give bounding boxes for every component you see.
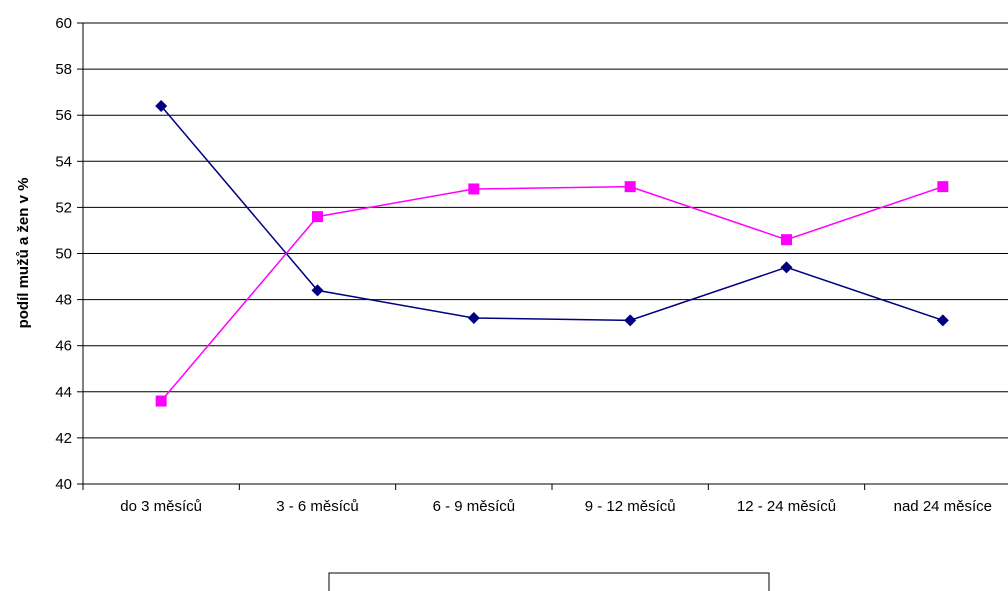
- y-tick-label: 40: [55, 476, 72, 493]
- y-tick-label: 46: [55, 338, 72, 355]
- data-point-diamond: [936, 314, 949, 327]
- x-tick-label: 12 - 24 měsíců: [737, 498, 836, 515]
- x-tick-label: nad 24 měsíce: [894, 498, 992, 515]
- axes: [77, 22, 1008, 490]
- y-tick-label: 54: [55, 153, 72, 170]
- y-tick-label: 56: [55, 107, 72, 124]
- data-point-square: [937, 181, 949, 193]
- data-point-diamond: [467, 312, 480, 325]
- data-point-diamond: [780, 261, 793, 274]
- x-tick-label: 3 - 6 měsíců: [276, 498, 359, 515]
- data-point-diamond: [155, 99, 168, 112]
- data-point-diamond: [624, 314, 637, 327]
- gridlines: [83, 22, 1008, 439]
- legend-box: [328, 572, 770, 591]
- x-tick-label: do 3 měsíců: [120, 498, 202, 515]
- x-tick-label: 9 - 12 měsíců: [585, 498, 676, 515]
- data-point-diamond: [311, 284, 324, 297]
- data-point-square: [155, 395, 167, 407]
- series-group: [155, 99, 949, 407]
- y-tick-label: 44: [55, 384, 72, 401]
- data-point-square: [468, 183, 480, 195]
- y-tick-label: 50: [55, 246, 72, 263]
- data-point-square: [312, 211, 323, 223]
- y-tick-labels: 40 42 44 46 48 50 52 54 56 58 60: [55, 15, 72, 493]
- legend: mužiženy: [328, 572, 770, 591]
- series-line-1: [160, 185, 944, 402]
- y-tick-label: 42: [55, 430, 72, 447]
- y-tick-label: 58: [55, 61, 72, 78]
- y-tick-label: 60: [55, 15, 72, 32]
- y-tick-label: 52: [55, 199, 72, 216]
- x-tick-label: 6 - 9 měsíců: [433, 498, 516, 515]
- x-tick-labels: do 3 měsíců 3 - 6 měsíců 6 - 9 měsíců 9 - 1…: [120, 498, 992, 515]
- y-axis-label: podíl mužů a žen v %: [15, 178, 32, 329]
- y-tick-label: 48: [55, 292, 72, 309]
- series-line-0: [160, 105, 944, 322]
- data-point-square: [781, 234, 792, 246]
- data-point-square: [624, 181, 636, 193]
